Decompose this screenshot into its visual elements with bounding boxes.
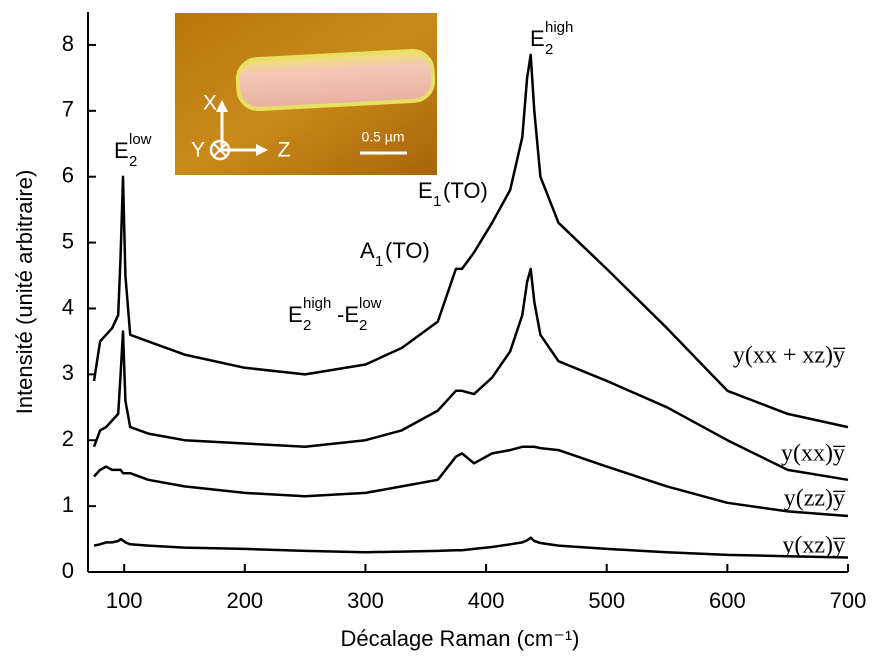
peak-label: E1(TO) — [418, 178, 488, 210]
peak-label: E2 high — [530, 19, 573, 58]
peak-label-part: high — [303, 295, 331, 312]
peak-label-part: E — [530, 26, 545, 51]
peak-label-part: high — [545, 19, 573, 36]
scale-label: 0.5 µm — [361, 129, 404, 145]
x-axis-label: Décalage Raman (cm⁻¹) — [340, 626, 579, 651]
y-tick-label: 0 — [62, 558, 74, 583]
peak-label-part: 1 — [375, 253, 383, 270]
x-tick-label: 400 — [468, 588, 505, 613]
y-tick-label: 2 — [62, 426, 74, 451]
series-line — [92, 53, 849, 429]
y-tick-label: 5 — [62, 228, 74, 253]
y-tick-label: 3 — [62, 360, 74, 385]
cross — [213, 143, 227, 157]
peak-label-part: 2 — [129, 153, 137, 170]
peak-label-part: -E — [337, 302, 359, 327]
peak-label-part: 1 — [433, 193, 441, 210]
peak-label: A1(TO) — [360, 238, 430, 270]
x-tick-label: 500 — [588, 588, 625, 613]
axis-label: Y — [191, 139, 205, 162]
peak-label-part: 2 — [303, 317, 311, 334]
series-line — [93, 536, 849, 559]
peak-label-part: E — [114, 138, 129, 163]
peak-label-part: (TO) — [443, 178, 488, 203]
peak-label-part: 2 — [359, 317, 367, 334]
x-tick-label: 200 — [226, 588, 263, 613]
series-label: y(zz)y̅ — [784, 486, 846, 512]
axis-label: X — [203, 92, 217, 115]
peak-label-part: 2 — [545, 41, 553, 58]
y-tick-label: 8 — [62, 31, 74, 56]
axis-label: Z — [278, 139, 291, 162]
peak-label-part: (TO) — [385, 238, 430, 263]
x-tick-label: 600 — [709, 588, 746, 613]
y-tick-label: 1 — [62, 492, 74, 517]
inset: X Y Z 0.5 µm — [175, 13, 437, 175]
series-label: y(xx + xz)y̅ — [733, 343, 846, 369]
y-axis-label: Intensité (unité arbitraire) — [12, 170, 37, 415]
series-label: y(xz)y̅ — [782, 533, 846, 559]
y-tick-label: 7 — [62, 97, 74, 122]
x-tick-label: 100 — [106, 588, 143, 613]
nanowire — [235, 48, 436, 112]
peak-label: E2 low — [114, 131, 152, 170]
y-tick-label: 6 — [62, 163, 74, 188]
peak-label-part: low — [359, 295, 382, 312]
arrow-head — [216, 100, 228, 112]
peak-label-part: E — [418, 178, 433, 203]
peak-label: E2high -E2low — [288, 295, 382, 334]
arrow-head — [256, 144, 268, 156]
peak-label-part: E — [288, 302, 303, 327]
peak-label-part: low — [129, 131, 152, 148]
series-line — [92, 267, 849, 482]
series-label: y(xx)y̅ — [781, 441, 846, 467]
axis-circle — [209, 139, 231, 161]
y-tick-label: 4 — [62, 294, 74, 319]
peak-label-part: A — [360, 238, 375, 263]
x-tick-label: 300 — [347, 588, 384, 613]
series-line — [93, 445, 849, 518]
x-tick-label: 700 — [830, 588, 867, 613]
